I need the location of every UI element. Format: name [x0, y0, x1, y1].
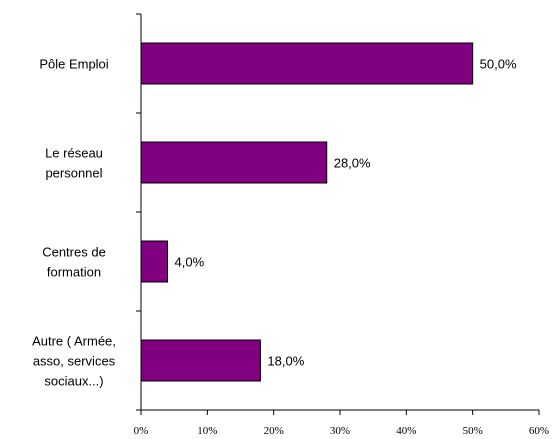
category-label-line: Autre ( Armée, [32, 334, 116, 349]
x-tick-label: 30% [330, 425, 350, 437]
data-label: 4,0% [175, 255, 205, 270]
bar [140, 42, 474, 85]
x-ticks: 0% 10% 20% 30% 40% 50% 60% [134, 410, 549, 437]
category-label-line: sociaux...) [44, 374, 103, 389]
bars [140, 42, 474, 382]
x-tick-label: 50% [463, 425, 483, 437]
bar [140, 240, 169, 283]
category-label-line: personnel [45, 166, 102, 181]
category-label-line: Pôle Emploi [39, 57, 108, 72]
bar [140, 141, 328, 184]
bar [140, 339, 261, 382]
data-labels: 50,0% 28,0% 4,0% 18,0% [175, 57, 517, 369]
category-label: Centres de formation [42, 245, 106, 280]
x-tick-label: 10% [197, 425, 217, 437]
data-label: 50,0% [480, 57, 517, 72]
category-label: Le réseau personnel [45, 146, 103, 181]
category-label-line: asso, services [33, 354, 116, 369]
category-label: Pôle Emploi [39, 57, 108, 72]
category-label: Autre ( Armée, asso, services sociaux...) [32, 334, 116, 389]
x-tick-label: 60% [529, 425, 549, 437]
x-tick-label: 20% [264, 425, 284, 437]
data-label: 18,0% [267, 354, 304, 369]
category-labels: Pôle Emploi Le réseau personnel Centres de f… [32, 57, 116, 389]
data-label: 28,0% [334, 156, 371, 171]
category-label-line: Le réseau [45, 146, 103, 161]
category-label-line: formation [47, 265, 101, 280]
x-tick-label: 40% [396, 425, 416, 437]
x-tick-label: 0% [134, 425, 149, 437]
category-label-line: Centres de [42, 245, 106, 260]
